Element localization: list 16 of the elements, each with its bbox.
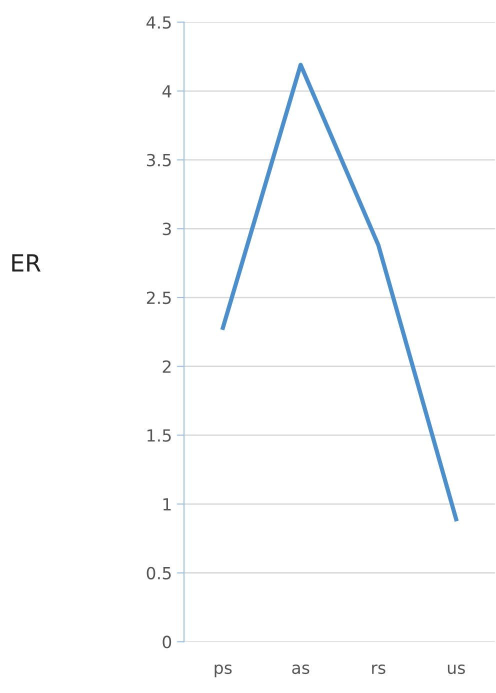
- y-axis-title: ER: [12, 254, 41, 272]
- y-tick-label: 2: [162, 360, 171, 373]
- y-tick-label: 1: [163, 498, 171, 510]
- y-tick-label: 0.5: [146, 566, 171, 580]
- x-tick-label: rs: [372, 664, 386, 674]
- y-tick-label: 0: [162, 636, 172, 648]
- y-tick-label: 4: [162, 85, 172, 98]
- y-tick-label: 3.5: [146, 154, 171, 166]
- y-tick-label: 3: [162, 222, 171, 236]
- line-series: [220, 62, 458, 522]
- y-tick-label: 1.5: [148, 429, 171, 442]
- x-tick-label: as: [292, 664, 310, 674]
- x-tick-label: ps: [214, 664, 232, 678]
- y-tick-label: 2.5: [146, 291, 171, 304]
- x-tick-label: us: [448, 664, 465, 674]
- y-tick-label: 4.5: [146, 16, 171, 29]
